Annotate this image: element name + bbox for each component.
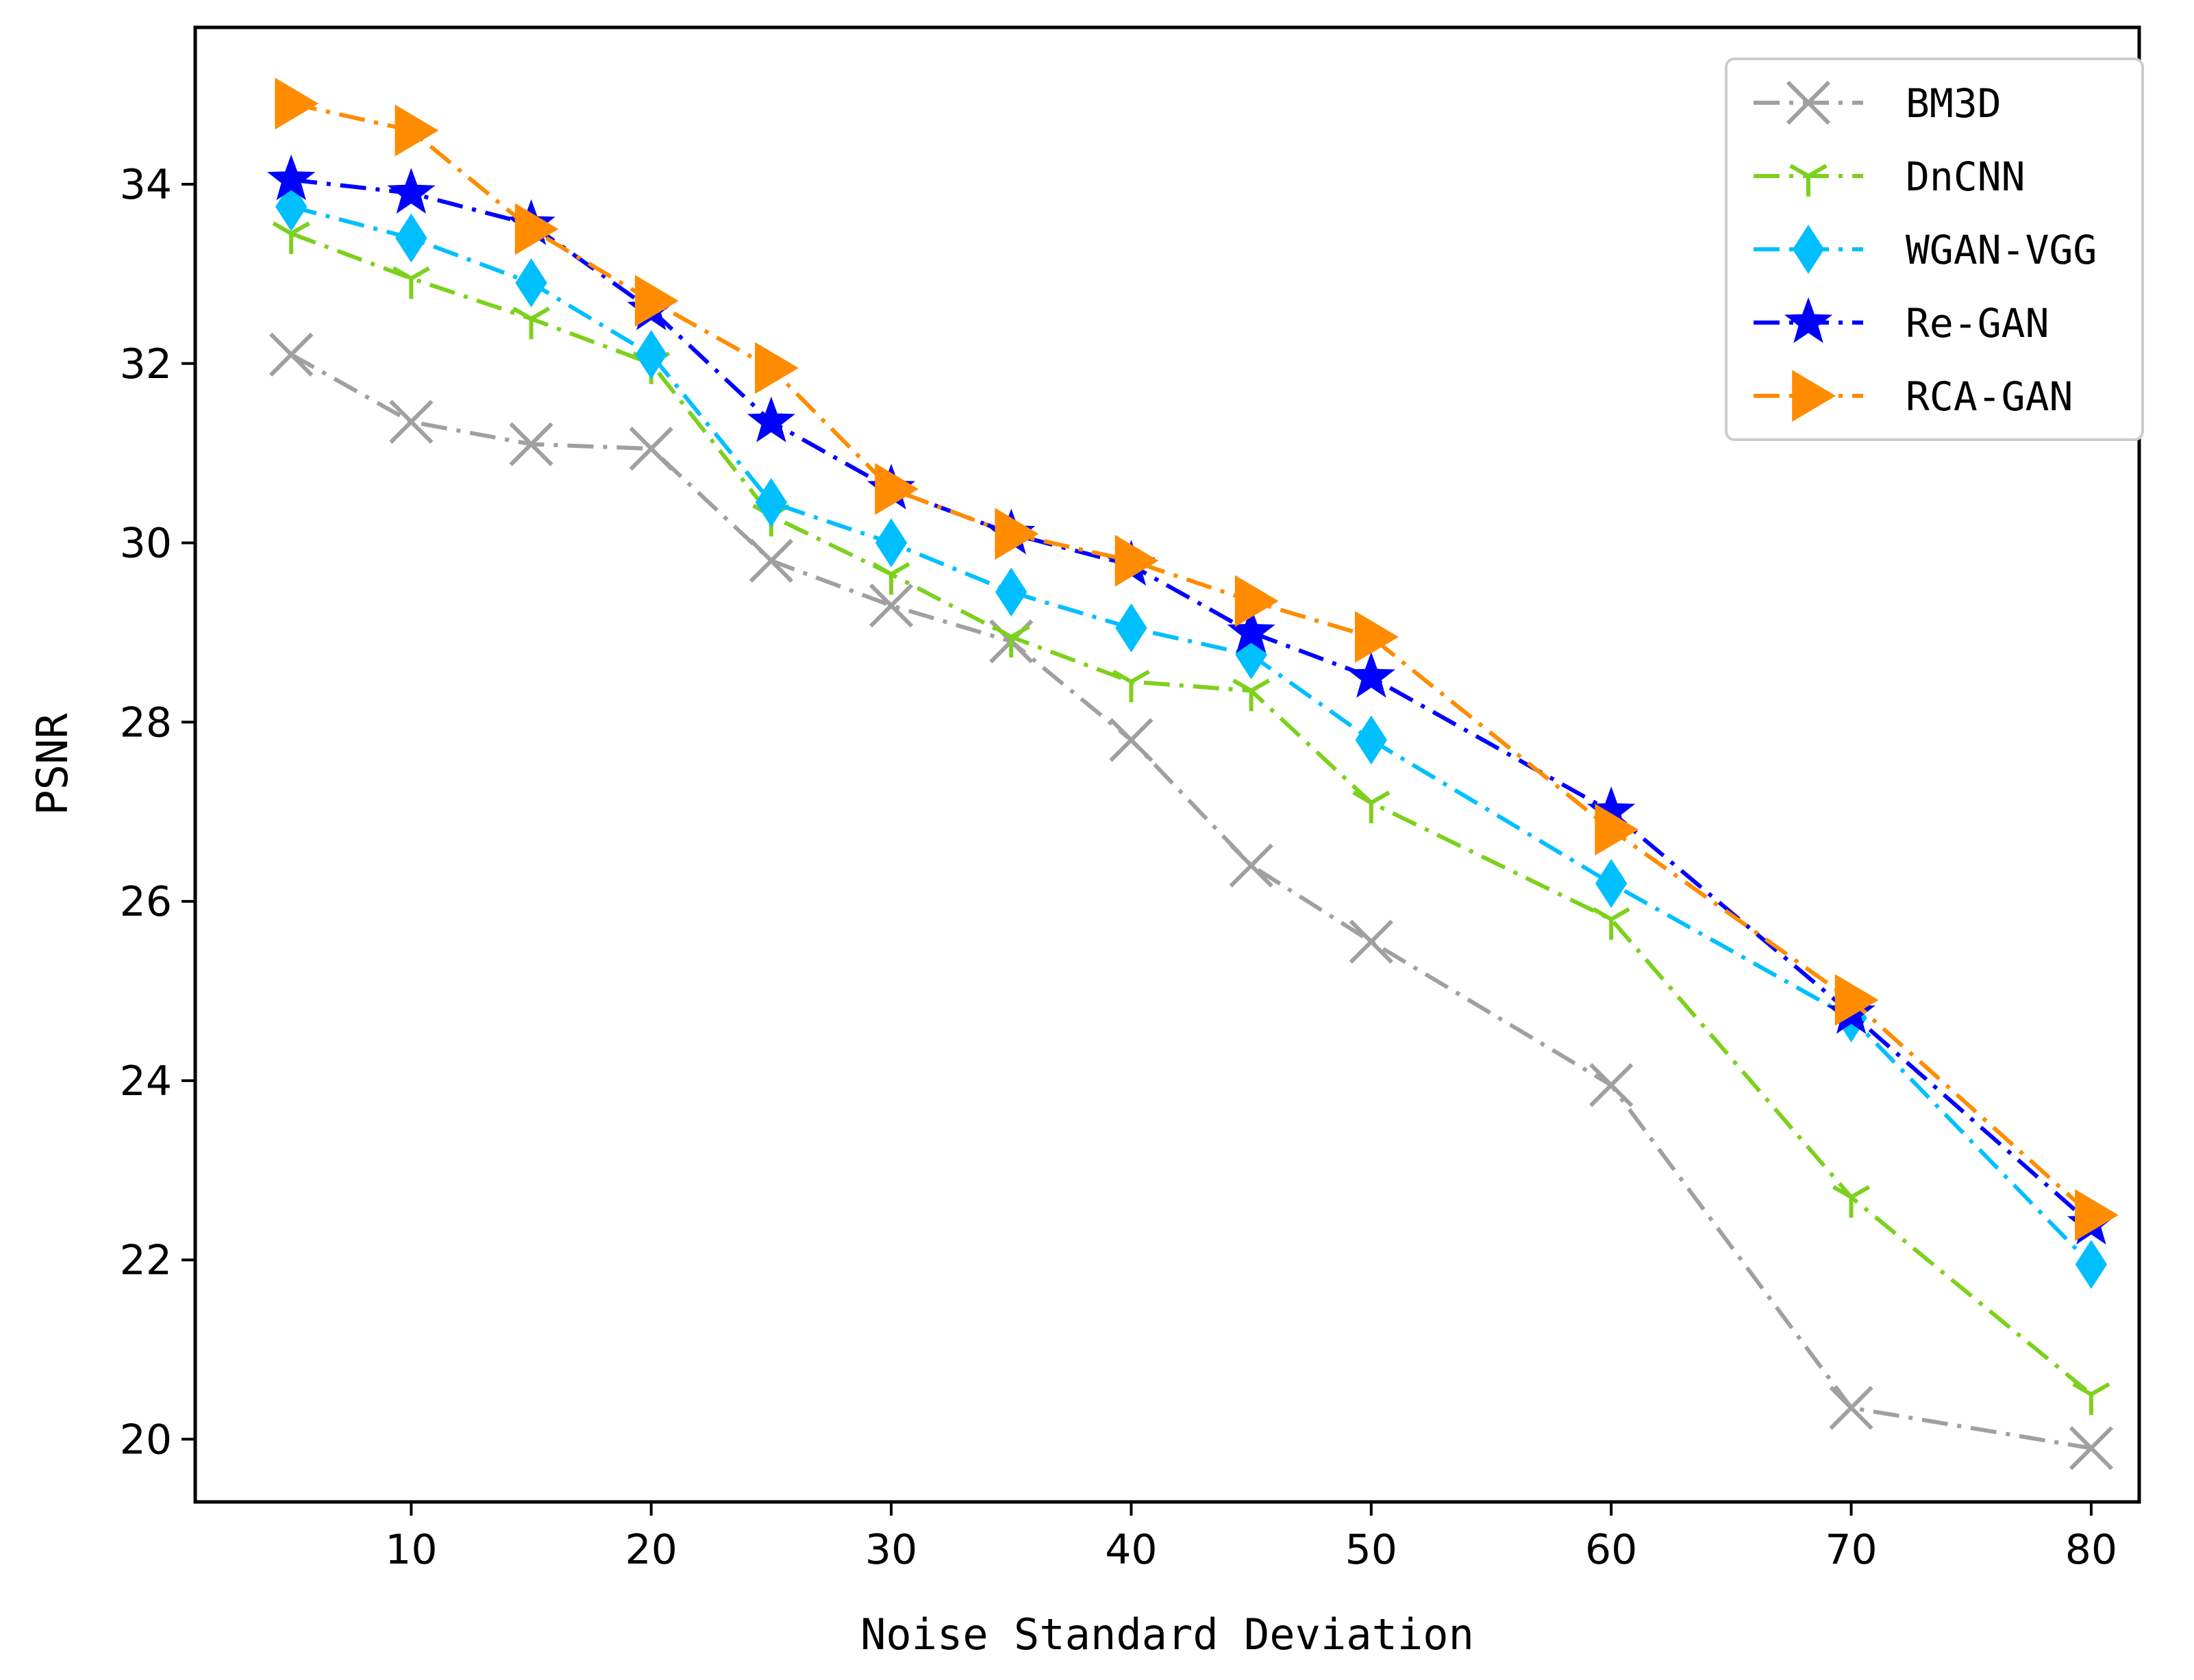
legend-marker [1786,80,1831,125]
data-point [1355,611,1399,663]
data-point [2075,1189,2119,1242]
data-point [267,154,316,201]
legend-label: Re-GAN [1906,300,2049,347]
legend-marker [1789,164,1828,197]
y-axis-ticks: 20 22 24 26 28 30 32 34 [120,161,195,1464]
data-point [992,625,1030,657]
y-tick-label: 28 [120,699,172,747]
data-point [875,518,908,568]
data-point [275,77,319,130]
data-point [1115,603,1147,653]
data-point [1232,678,1271,712]
data-point [1349,919,1393,964]
plot-frame [193,25,2141,1504]
legend-entry: DnCNN [1754,153,2025,200]
data-point [515,258,547,308]
data-point [634,275,679,327]
data-point [272,221,310,255]
data-point [1589,1063,1634,1107]
data-point [869,584,914,628]
data-point [1352,790,1391,824]
x-axis-title: Noise Standard Deviation [860,1609,1474,1659]
data-point [1234,575,1279,627]
x-tick-label: 10 [385,1526,437,1574]
legend-marker [1792,370,1836,422]
x-tick-label: 20 [625,1526,677,1574]
y-tick-label: 34 [120,161,172,209]
data-point [1347,651,1396,698]
data-point [872,562,910,595]
data-point [395,104,439,157]
data-point [389,399,434,444]
data-point [635,329,667,379]
data-point [387,168,436,214]
legend-label: WGAN-VGG [1906,227,2097,273]
data-point [514,203,559,255]
data-point [755,477,788,527]
legend-entries: BM3D DnCNN WGAN-VGG Re-GAN RCA-GAN [1754,80,2097,422]
data-point [1112,669,1151,703]
x-axis-ticks: 10 20 30 40 50 60 70 80 [385,1502,2117,1574]
data-point [875,463,919,515]
legend-marker [1784,297,1833,343]
y-tick-label: 26 [120,878,172,926]
data-point [1595,859,1628,908]
y-tick-label: 24 [120,1057,172,1105]
data-point [392,266,430,299]
data-point [749,538,794,583]
data-point [269,332,314,377]
series-rca-gan [275,77,2119,1242]
legend-entry: Re-GAN [1754,297,2049,347]
data-point [1227,607,1275,653]
x-tick-label: 50 [1345,1526,1397,1574]
y-tick-label: 20 [120,1416,172,1464]
series-wgan-vgg [275,181,2108,1290]
data-point [2075,1240,2108,1290]
data-point [1109,718,1154,762]
y-tick-label: 30 [120,520,172,568]
data-point [512,306,551,340]
legend-entry: BM3D [1754,80,2002,127]
legend-entry: WGAN-VGG [1754,225,2097,274]
legend-label: DnCNN [1906,153,2025,200]
legend-marker [1792,225,1825,274]
data-point [1829,1386,1873,1430]
legend: BM3D DnCNN WGAN-VGG Re-GAN RCA-GAN [1725,58,2144,441]
y-tick-label: 32 [120,340,172,388]
data-point [1229,843,1273,888]
data-point [995,567,1027,617]
legend-label: BM3D [1906,80,2002,127]
data-point [2072,1382,2110,1415]
legend-label: RCA-GAN [1906,373,2073,420]
data-point [1592,907,1630,940]
x-tick-label: 40 [1105,1526,1157,1574]
y-tick-label: 22 [120,1237,172,1285]
x-tick-label: 30 [865,1526,917,1574]
data-point [395,213,427,263]
data-point [1834,974,1879,1026]
x-tick-label: 80 [2065,1526,2117,1574]
data-point [1114,534,1159,587]
data-point [995,507,1039,560]
data-point [1832,1185,1871,1218]
data-point [755,342,799,394]
data-point [1595,803,1639,856]
legend-box [1725,58,2144,441]
data-point [747,396,795,442]
x-tick-label: 70 [1825,1526,1877,1574]
data-point [1355,715,1388,765]
x-tick-label: 60 [1585,1526,1637,1574]
data-point [2069,1426,2114,1470]
y-axis-title: PSNR [27,713,77,816]
legend-entry: RCA-GAN [1754,370,2073,422]
data-point [509,422,553,466]
data-point [629,427,673,471]
series-layer [267,77,2119,1470]
